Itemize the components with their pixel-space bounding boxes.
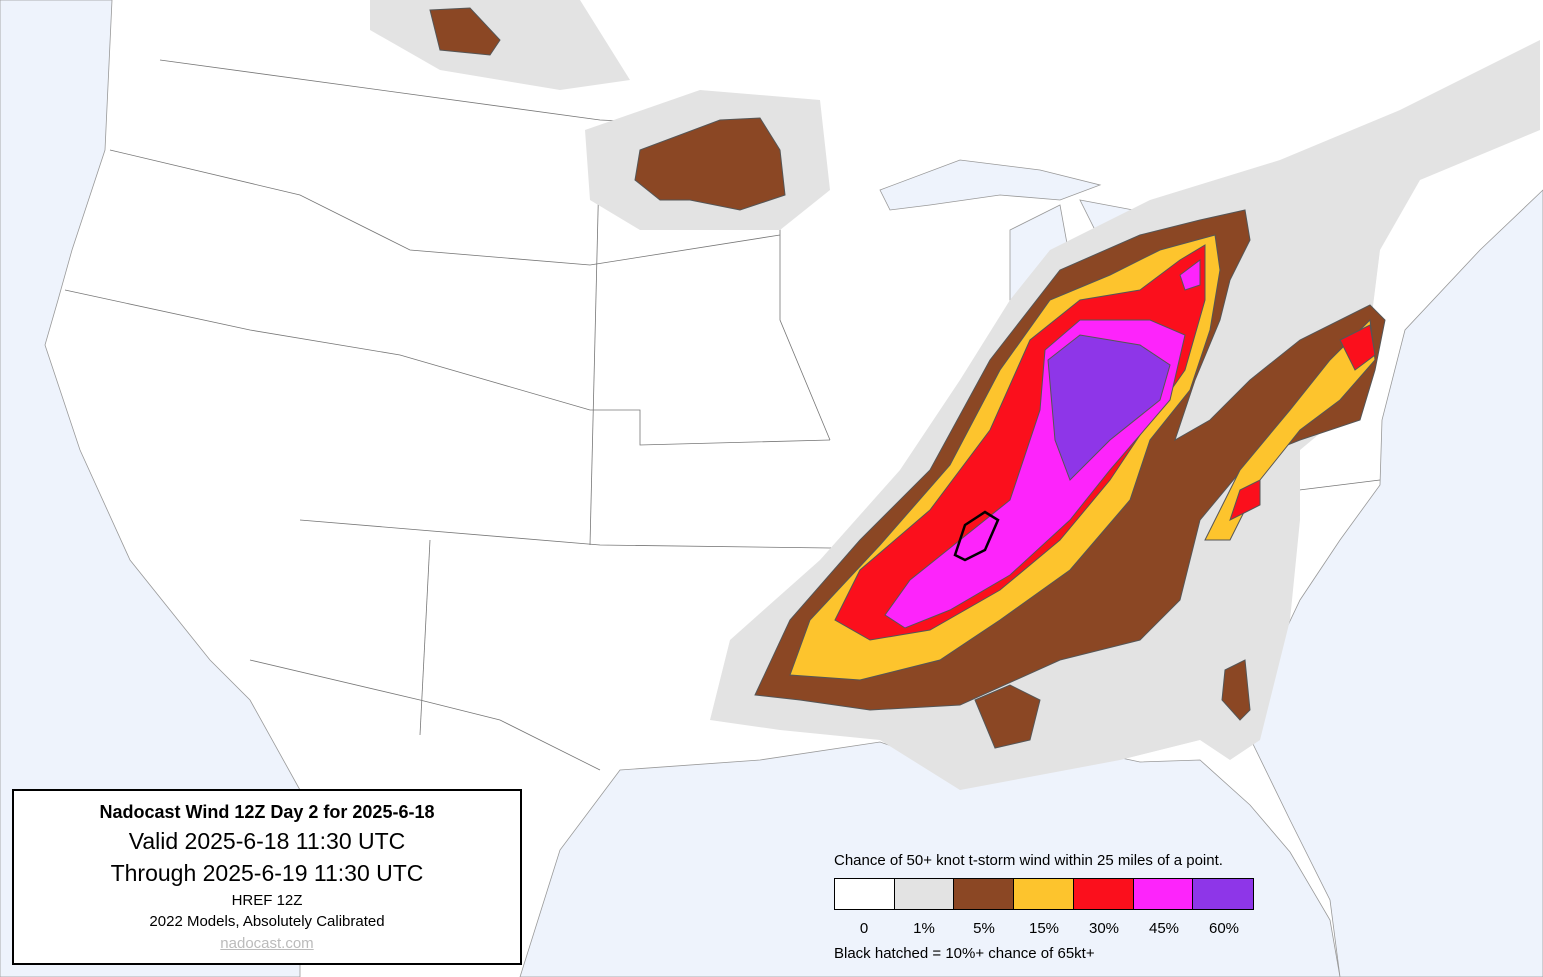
through-time: Through 2025-6-19 11:30 UTC [110,860,424,886]
legend-swatch [1133,879,1194,909]
legend-label: 5% [973,920,995,937]
valid-time: Valid 2025-6-18 11:30 UTC [128,828,406,854]
legend-label: 30% [1088,920,1120,937]
legend-note: Black hatched = 10%+ chance of 65kt+ [834,945,1095,962]
title: Nadocast Wind 12Z Day 2 for 2025-6-18 [99,802,435,822]
legend-labels: 0 1% 5% 15% 30% 45% 60% [834,920,1254,937]
legend-swatch [894,879,955,909]
legend-label: 1% [913,920,935,937]
legend-label: 0 [859,920,869,937]
legend: Chance of 50+ knot t-storm wind within 2… [834,852,1254,962]
link[interactable]: nadocast.com [220,935,314,952]
legend-title: Chance of 50+ knot t-storm wind within 2… [834,852,1223,869]
legend-swatch [1014,879,1074,909]
legend-label: 15% [1028,920,1060,937]
legend-label: 60% [1208,920,1240,937]
probability-contours [370,0,1540,790]
info-box: Nadocast Wind 12Z Day 2 for 2025-6-18 Va… [12,789,522,965]
model: HREF 12Z [231,892,303,909]
legend-swatches [834,878,1254,910]
legend-swatch [1073,879,1134,909]
legend-swatch [835,879,895,909]
legend-label: 45% [1148,920,1180,937]
calibration: 2022 Models, Absolutely Calibrated [149,913,385,930]
legend-swatch [1193,879,1254,909]
legend-swatch [954,879,1015,909]
